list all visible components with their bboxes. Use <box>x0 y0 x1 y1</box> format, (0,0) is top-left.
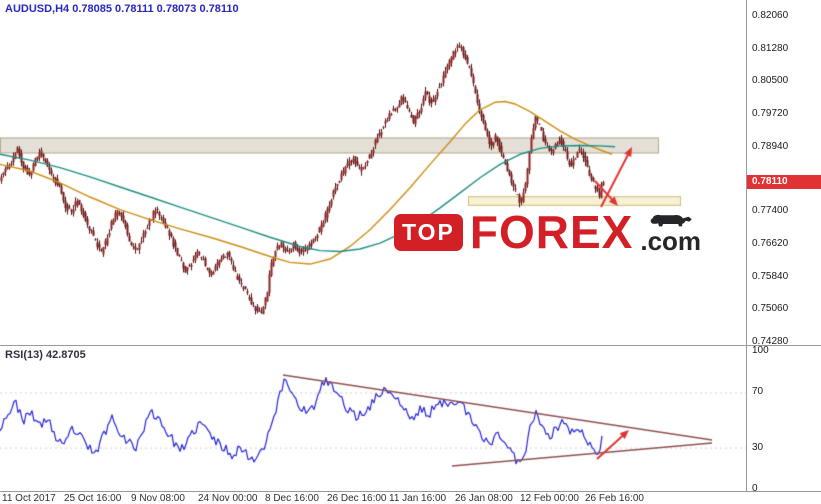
time-tick-label: 8 Dec 16:00 <box>265 493 319 504</box>
rsi-chart-canvas[interactable] <box>0 346 746 491</box>
price-tick-label: 0.82060 <box>752 10 789 21</box>
time-tick-label: 24 Nov 00:00 <box>198 493 258 504</box>
rsi-tick-label: 70 <box>752 386 764 398</box>
price-tick-label: 0.74280 <box>752 336 789 347</box>
rsi-legend: RSI(13) 42.8705 <box>5 349 86 361</box>
rsi-tick-label: 100 <box>752 345 769 356</box>
price-panel: AUDUSD,H4 0.78085 0.78111 0.78073 0.7811… <box>0 0 821 347</box>
watermark-logo: TOP FOREX .com <box>394 206 701 259</box>
watermark-com-label: .com <box>640 226 702 256</box>
time-tick-label: 26 Jan 08:00 <box>455 493 513 504</box>
current-price-badge: 0.78110 <box>747 174 821 189</box>
price-plot[interactable]: AUDUSD,H4 0.78085 0.78111 0.78073 0.7811… <box>0 0 747 345</box>
watermark-forex-label: FOREX <box>469 206 634 259</box>
rsi-plot[interactable]: RSI(13) 42.8705 <box>0 346 747 491</box>
time-tick-label: 11 Oct 2017 <box>2 493 56 504</box>
watermark-com-block: .com <box>640 212 701 254</box>
rsi-tick-label: 30 <box>752 441 764 453</box>
time-tick-label: 26 Feb 16:00 <box>585 493 644 504</box>
price-tick-label: 0.75060 <box>752 303 789 315</box>
symbol-ohlc-legend: AUDUSD,H4 0.78085 0.78111 0.78073 0.7811… <box>5 3 239 15</box>
rsi-axis[interactable]: 100 70 30 0 <box>747 345 821 494</box>
time-tick-label: 25 Oct 16:00 <box>64 493 122 504</box>
price-tick-label: 0.78940 <box>752 140 789 152</box>
bear-icon <box>650 214 692 227</box>
price-tick-label: 0.76620 <box>752 237 789 249</box>
rsi-tick-label: 0 <box>752 483 758 494</box>
time-axis[interactable]: 11 Oct 2017 25 Oct 16:00 9 Nov 08:00 24 Nov… <box>0 492 821 504</box>
time-tick-label: 12 Feb 00:00 <box>520 493 579 504</box>
price-tick-label: 0.81280 <box>752 42 789 54</box>
price-axis[interactable]: 0.78110 0.82060 0.81280 0.80500 0.79720 0.78… <box>747 0 821 347</box>
rsi-panel: RSI(13) 42.8705 100 70 30 0 <box>0 345 821 494</box>
price-chart-canvas[interactable] <box>0 0 746 345</box>
price-tick-label: 0.80500 <box>752 75 789 87</box>
price-tick-label: 0.79720 <box>752 108 789 120</box>
time-tick-label: 11 Jan 16:00 <box>389 493 447 504</box>
watermark-top-label: TOP <box>394 214 463 252</box>
price-tick-label: 0.75840 <box>752 270 789 282</box>
time-tick-label: 9 Nov 08:00 <box>131 493 185 504</box>
time-tick-label: 26 Dec 16:00 <box>327 493 387 504</box>
price-tick-label: 0.77400 <box>752 205 789 217</box>
